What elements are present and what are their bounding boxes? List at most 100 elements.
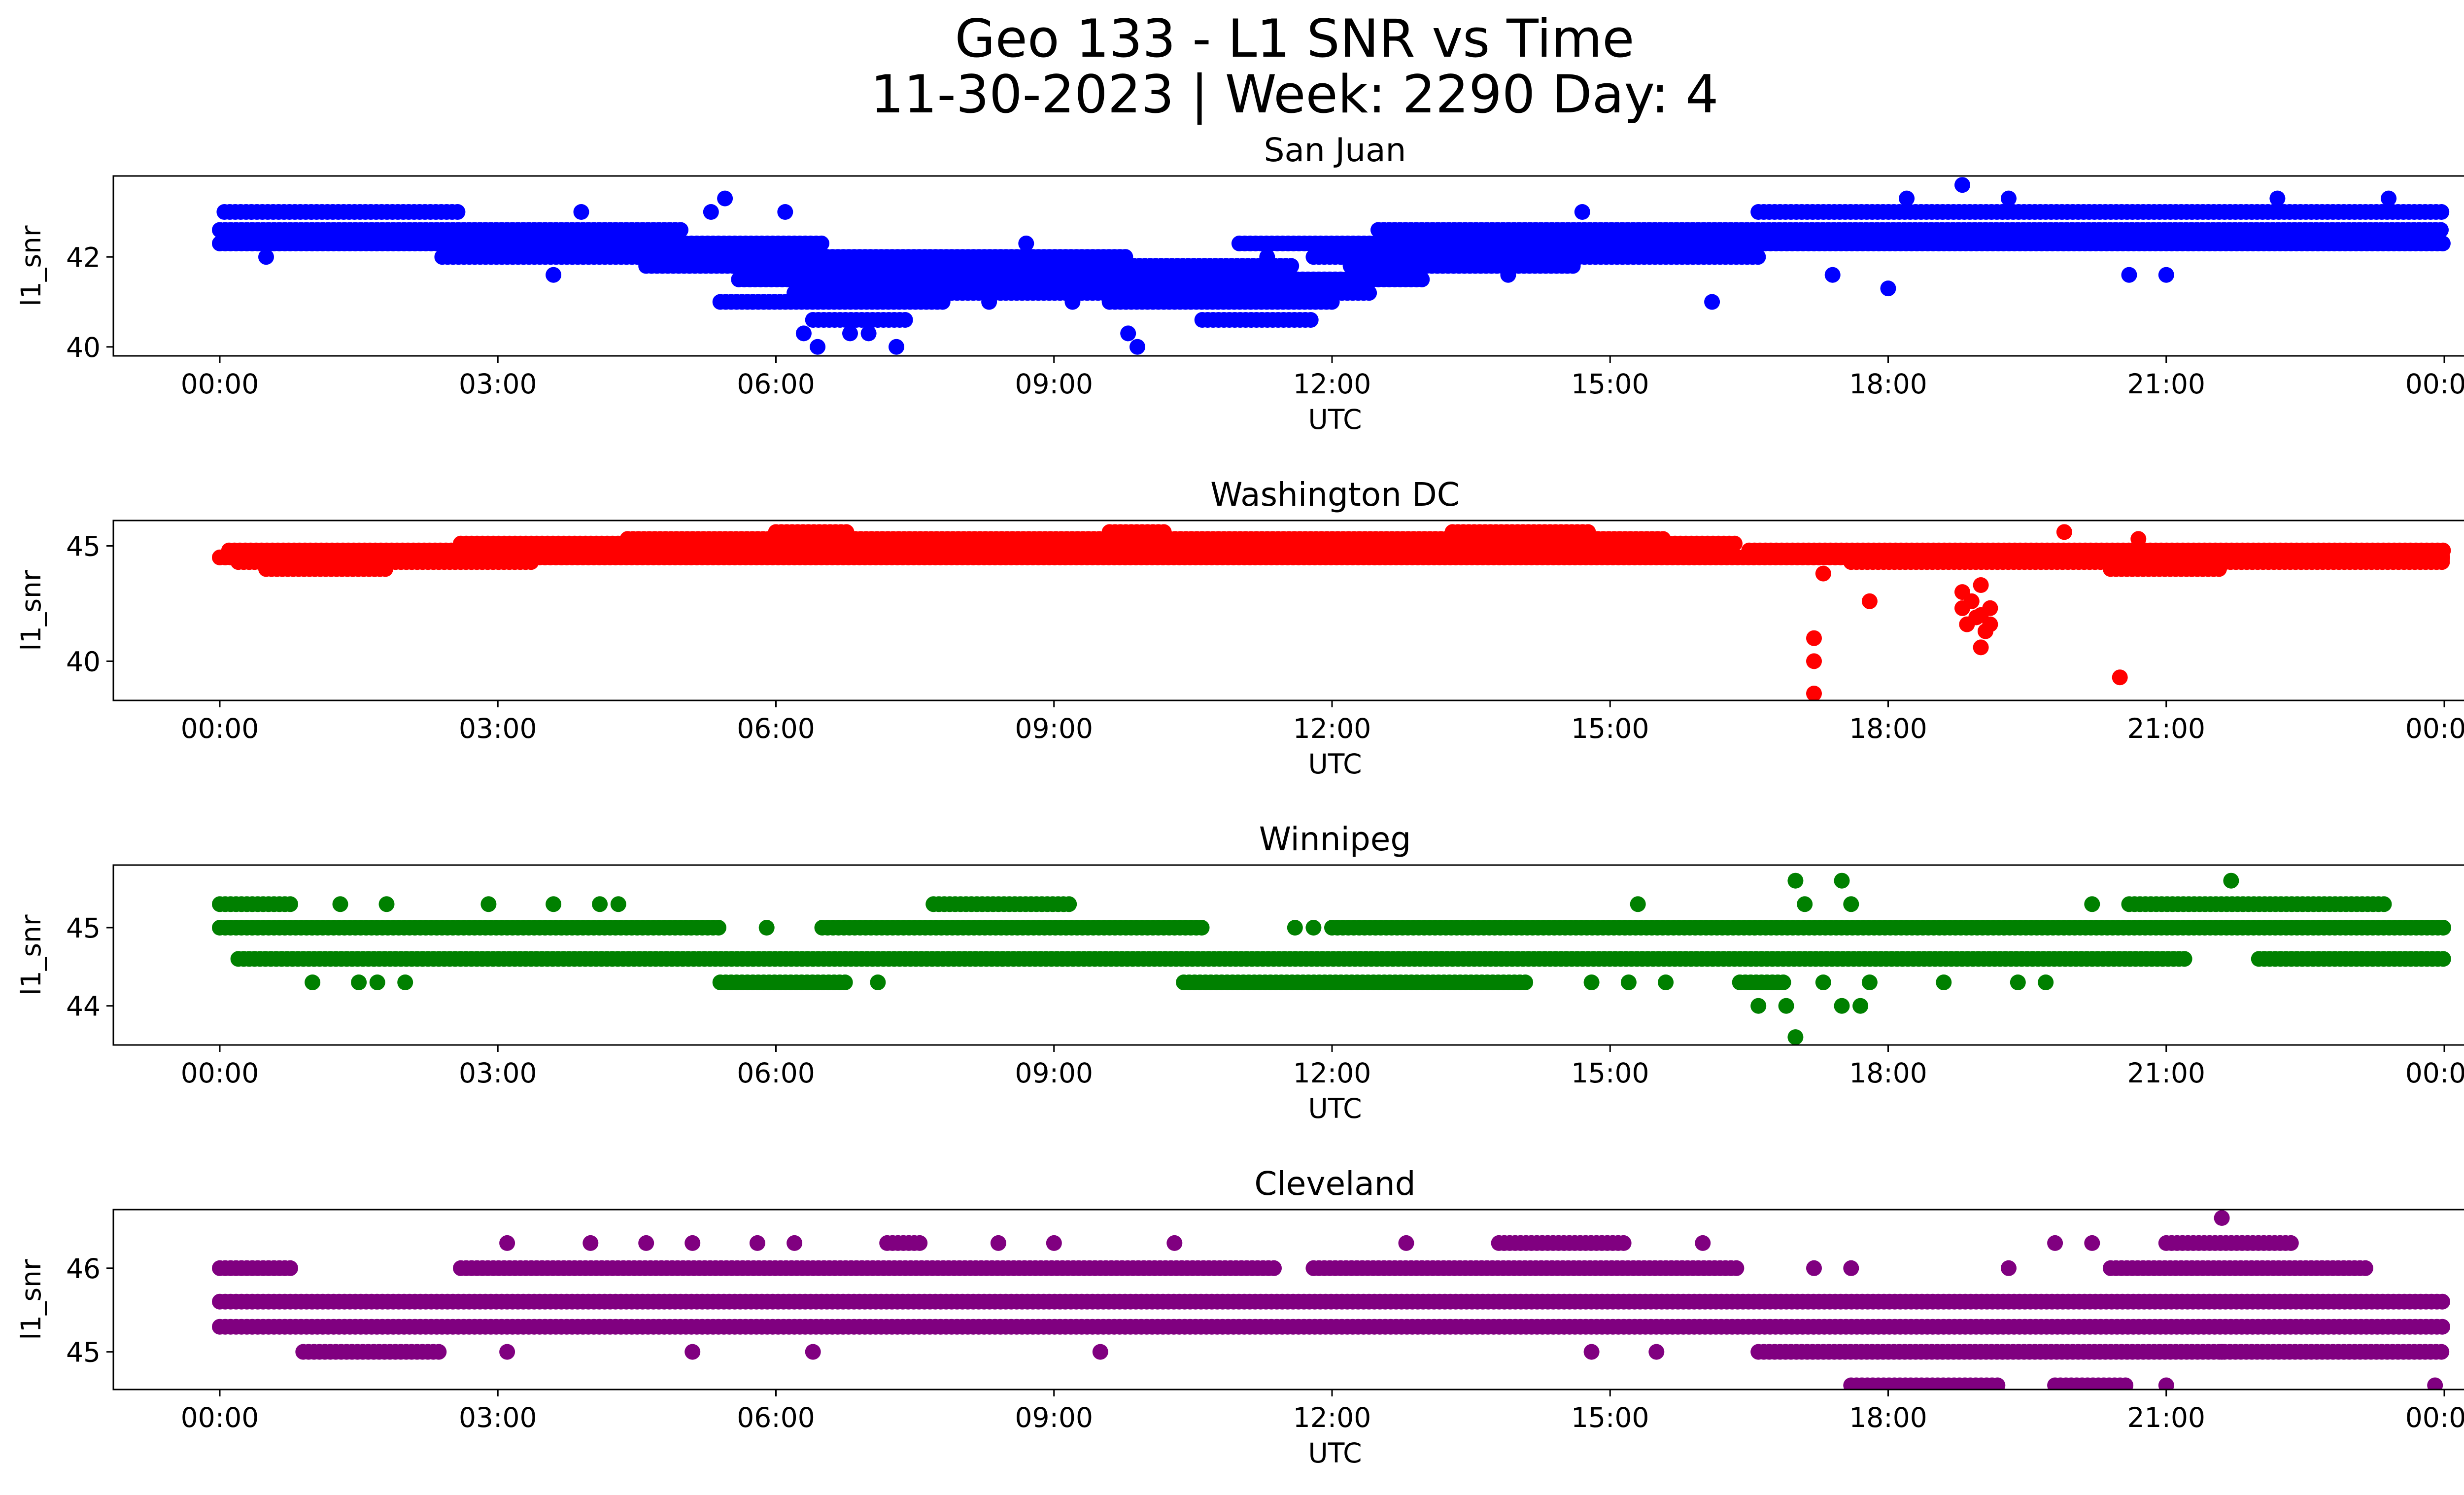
x-tick-label: 09:00 xyxy=(1015,713,1093,744)
data-point xyxy=(2158,267,2174,283)
data-point xyxy=(282,1260,298,1276)
x-tick-label: 00:00 xyxy=(181,1057,259,1089)
data-point xyxy=(369,974,385,990)
data-point xyxy=(2269,190,2286,207)
x-tick-label: 15:00 xyxy=(1571,713,1649,744)
panel-title: Washington DC xyxy=(1210,476,1460,514)
data-point xyxy=(2176,951,2192,967)
x-tick-label: 00:00 xyxy=(181,713,259,744)
data-point xyxy=(1973,577,1989,593)
series-points xyxy=(212,177,2451,355)
data-point xyxy=(2433,222,2449,238)
data-point xyxy=(2223,872,2239,889)
x-axis-label: UTC xyxy=(1308,404,1362,435)
data-point xyxy=(1129,339,1145,355)
data-point xyxy=(842,325,858,342)
x-tick-label: 00:00 xyxy=(2405,1057,2464,1089)
panel-title: San Juan xyxy=(1264,131,1406,169)
x-tick-label: 18:00 xyxy=(1849,368,1927,400)
x-tick-label: 21:00 xyxy=(2127,368,2205,400)
data-point xyxy=(1266,1260,1282,1276)
data-point xyxy=(1583,974,1600,990)
x-tick-label: 09:00 xyxy=(1015,1057,1093,1089)
data-point xyxy=(1414,271,1430,287)
panel-title: Cleveland xyxy=(1254,1165,1415,1203)
x-tick-label: 03:00 xyxy=(459,1057,537,1089)
data-point xyxy=(378,896,395,912)
x-tick-label: 00:00 xyxy=(2405,368,2464,400)
data-point xyxy=(1283,258,1300,274)
data-point xyxy=(2381,190,2397,207)
data-point xyxy=(1517,974,1534,990)
data-point xyxy=(610,896,626,912)
data-point xyxy=(717,190,733,207)
data-point xyxy=(1824,267,1841,283)
data-point xyxy=(332,896,348,912)
data-point xyxy=(2121,267,2137,283)
x-tick-label: 21:00 xyxy=(2127,713,2205,744)
data-point xyxy=(1333,249,1349,265)
data-point xyxy=(546,267,562,283)
data-point xyxy=(1305,920,1322,936)
panel-title: Winnipeg xyxy=(1259,820,1411,858)
data-point xyxy=(1861,974,1878,990)
data-point xyxy=(1120,325,1136,342)
data-point xyxy=(703,204,719,220)
data-point xyxy=(758,920,775,936)
data-point xyxy=(1361,285,1377,301)
data-point xyxy=(1727,535,1743,552)
data-point xyxy=(1843,896,1859,912)
x-tick-label: 03:00 xyxy=(459,713,537,744)
y-tick-label: 45 xyxy=(66,912,101,944)
data-point xyxy=(2130,531,2147,547)
data-point xyxy=(673,222,688,238)
x-tick-label: 18:00 xyxy=(1849,713,1927,744)
data-point xyxy=(1787,1029,1804,1045)
x-axis-label: UTC xyxy=(1308,748,1362,780)
data-point xyxy=(2433,204,2450,220)
data-point xyxy=(1982,600,1998,616)
data-point xyxy=(897,312,913,328)
data-point xyxy=(889,339,904,355)
data-point xyxy=(2112,669,2128,686)
data-point xyxy=(1880,280,1896,297)
data-point xyxy=(1963,593,1980,609)
data-point xyxy=(546,896,562,912)
data-point xyxy=(1787,872,1804,889)
data-point xyxy=(1806,630,1822,646)
data-point xyxy=(1655,531,1671,547)
y-tick-label: 42 xyxy=(66,242,101,273)
x-tick-label: 12:00 xyxy=(1293,368,1371,400)
x-tick-label: 15:00 xyxy=(1571,368,1649,400)
data-point xyxy=(1620,974,1637,990)
data-point xyxy=(480,896,497,912)
data-point xyxy=(2434,1319,2450,1335)
data-point xyxy=(305,974,321,990)
data-point xyxy=(2056,524,2072,540)
data-point xyxy=(1574,204,1590,220)
x-tick-label: 00:00 xyxy=(2405,713,2464,744)
data-point xyxy=(1580,524,1596,540)
data-point xyxy=(1750,249,1766,265)
y-axis-label: l1_snr xyxy=(15,914,47,995)
data-point xyxy=(1630,896,1646,912)
x-tick-label: 06:00 xyxy=(737,713,815,744)
data-point xyxy=(1061,896,1077,912)
data-point xyxy=(777,204,793,220)
data-point xyxy=(1259,249,1275,265)
data-point xyxy=(2084,896,2100,912)
data-point xyxy=(870,974,886,990)
data-point xyxy=(1834,998,1850,1014)
data-point xyxy=(1194,920,1210,936)
data-point xyxy=(1815,974,1831,990)
data-point xyxy=(2435,951,2451,967)
data-point xyxy=(1806,653,1822,669)
data-point xyxy=(1064,294,1081,310)
data-point xyxy=(1302,312,1319,328)
data-point xyxy=(377,561,393,577)
data-point xyxy=(1658,974,1674,990)
figure-title-line2: 11-30-2023 | Week: 2290 Day: 4 xyxy=(871,64,1719,125)
